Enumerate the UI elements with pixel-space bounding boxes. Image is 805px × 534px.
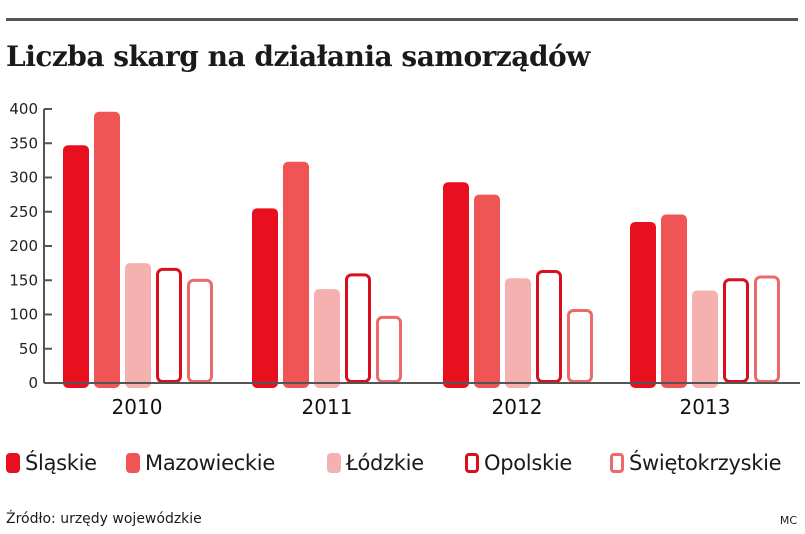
author-credit: MC bbox=[779, 514, 797, 527]
y-tick-label: 250 bbox=[9, 203, 38, 221]
top-rule bbox=[6, 18, 798, 21]
bar-mazowieckie-2013 bbox=[661, 214, 687, 388]
y-tick-label: 0 bbox=[28, 374, 38, 392]
bar-świętokrzyskie-2011 bbox=[376, 315, 402, 383]
bar-śląskie-2013 bbox=[630, 222, 656, 388]
bar-opolskie-2012 bbox=[536, 269, 562, 384]
bar-mazowieckie-2011 bbox=[283, 161, 309, 388]
bar-mazowieckie-2010 bbox=[94, 111, 120, 389]
y-tick-label: 400 bbox=[9, 100, 38, 118]
bars bbox=[44, 111, 800, 389]
x-tick-label-2010: 2010 bbox=[112, 395, 163, 419]
bar-mazowieckie-2012 bbox=[474, 194, 500, 388]
legend-swatch bbox=[465, 453, 479, 473]
y-tick-label: 50 bbox=[19, 340, 38, 358]
legend-swatch bbox=[610, 453, 624, 473]
source-note: Źródło: urzędy wojewódzkie bbox=[6, 511, 202, 527]
legend-item-łódzkie: Łódzkie bbox=[327, 448, 424, 478]
bar-opolskie-2011 bbox=[345, 273, 371, 383]
bar-śląskie-2010 bbox=[63, 145, 89, 388]
bar-łódzkie-2012 bbox=[505, 278, 531, 388]
legend-label: Świętokrzyskie bbox=[629, 451, 782, 475]
y-tick-label: 100 bbox=[9, 306, 38, 324]
x-tick-label-2012: 2012 bbox=[492, 395, 543, 419]
legend-label: Mazowieckie bbox=[145, 451, 275, 475]
legend-item-świętokrzyskie: Świętokrzyskie bbox=[610, 448, 782, 478]
y-tick-label: 350 bbox=[9, 134, 38, 152]
legend-item-opolskie: Opolskie bbox=[465, 448, 572, 478]
chart-title: Liczba skarg na działania samorządów bbox=[6, 40, 590, 73]
legend-swatch bbox=[327, 453, 341, 473]
x-tick-label-2011: 2011 bbox=[302, 395, 353, 419]
legend-label: Opolskie bbox=[484, 451, 572, 475]
bar-świętokrzyskie-2012 bbox=[567, 309, 593, 383]
bar-łódzkie-2011 bbox=[314, 289, 340, 388]
y-tick-label: 200 bbox=[9, 237, 38, 255]
legend-swatch bbox=[6, 453, 20, 473]
legend: Śląskie Mazowieckie Łódzkie Opolskie Świętok… bbox=[6, 448, 802, 478]
bar-opolskie-2013 bbox=[723, 278, 749, 384]
legend-label: Łódzkie bbox=[346, 451, 424, 475]
y-tick-label: 150 bbox=[9, 271, 38, 289]
bar-łódzkie-2010 bbox=[125, 263, 151, 388]
y-tick-label: 300 bbox=[9, 169, 38, 187]
bar-śląskie-2012 bbox=[443, 182, 469, 388]
legend-swatch bbox=[126, 453, 140, 473]
bar-śląskie-2011 bbox=[252, 208, 278, 388]
bar-łódzkie-2013 bbox=[692, 290, 718, 388]
x-tick-label-2013: 2013 bbox=[680, 395, 731, 419]
legend-label: Śląskie bbox=[25, 451, 97, 475]
x-axis: 2010 2011 2012 2013 bbox=[112, 395, 731, 419]
bar-świętokrzyskie-2013 bbox=[754, 275, 780, 383]
legend-item-śląskie: Śląskie bbox=[6, 448, 97, 478]
bar-opolskie-2010 bbox=[156, 267, 182, 384]
bar-świętokrzyskie-2010 bbox=[187, 278, 213, 384]
legend-item-mazowieckie: Mazowieckie bbox=[126, 448, 275, 478]
